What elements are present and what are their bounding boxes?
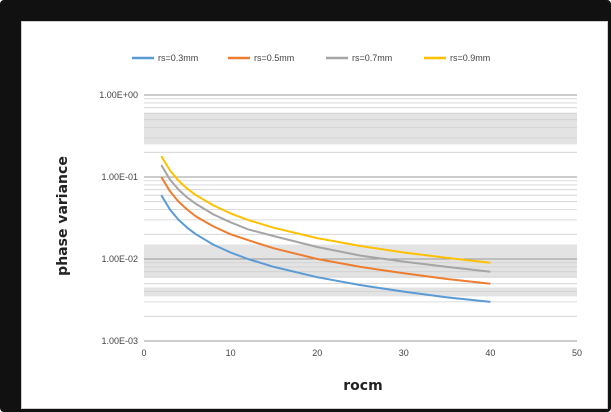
- y-tick-label: 1.00E-03: [101, 336, 138, 346]
- y-tick-label: 1.00E-02: [101, 254, 138, 264]
- x-tick-label: 30: [399, 348, 409, 358]
- x-tick-labels: 0 10 20 30 40 50: [141, 348, 582, 358]
- y-tick-labels: 1.00E+00 1.00E-01 1.00E-02 1.00E-03: [99, 90, 138, 346]
- legend: rs=0.3mm rs=0.5mm rs=0.7mm rs=0.9mm: [132, 53, 490, 63]
- series-lines: [161, 156, 490, 302]
- chart-area: 1.00E+00 1.00E-01 1.00E-02 1.00E-03 0 10 20 30…: [21, 21, 608, 409]
- legend-label: rs=0.3mm: [158, 53, 198, 63]
- x-tick-label: 10: [226, 348, 236, 358]
- plot-bands: [144, 113, 577, 296]
- y-axis-title: phase variance: [55, 156, 71, 276]
- legend-label: rs=0.7mm: [352, 53, 392, 63]
- x-tick-label: 40: [485, 348, 495, 358]
- x-tick-label: 50: [572, 348, 582, 358]
- legend-label: rs=0.9mm: [450, 53, 490, 63]
- y-tick-label: 1.00E+00: [99, 90, 138, 100]
- x-tick-label: 20: [312, 348, 322, 358]
- x-axis-title: rocm: [343, 378, 382, 394]
- x-tick-label: 0: [141, 348, 146, 358]
- legend-label: rs=0.5mm: [254, 53, 294, 63]
- chart-svg: 1.00E+00 1.00E-01 1.00E-02 1.00E-03 0 10 20 30…: [22, 22, 609, 410]
- y-tick-label: 1.00E-01: [101, 172, 138, 182]
- plot-band: [144, 113, 577, 144]
- plot-band: [144, 245, 577, 278]
